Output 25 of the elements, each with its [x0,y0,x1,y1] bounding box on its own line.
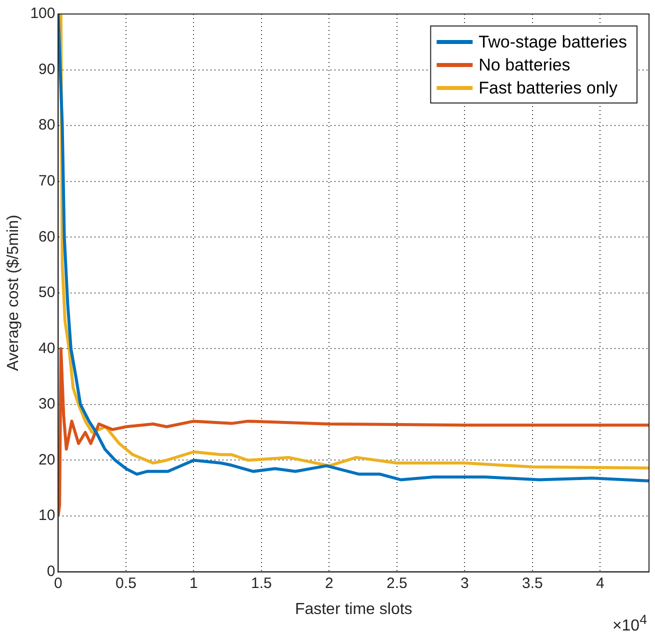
x-axis-title: Faster time slots [294,600,412,618]
y-tick-label: 20 [38,451,56,468]
legend-label: Two-stage batteries [478,32,628,52]
y-tick-label: 40 [38,340,56,357]
x-tick-label: 1 [190,574,198,592]
x-tick-label: 3 [460,574,469,592]
x-tick-label: 2.5 [386,574,408,592]
y-tick-label: 30 [38,396,56,413]
x-tick-label: 1.5 [251,574,272,592]
y-tick-label: 60 [38,228,56,246]
y-axis-title: Average cost ($/5min) [5,214,22,372]
x-tick-label: 2 [325,574,334,592]
y-tick-label: 10 [38,507,56,524]
legend-label: No batteries [478,56,570,75]
x-tick-label: 4 [596,574,604,592]
y-tick-label: 90 [38,60,56,78]
legend-label: Fast batteries only [478,78,618,98]
y-tick-label: 100 [30,5,56,22]
text: ×10$^{4}$ [612,612,647,635]
y-tick-label: 50 [38,284,56,302]
x-tick-label: 0.5 [116,574,136,592]
y-tick-label: 80 [38,116,56,134]
y-tick-label: 0 [46,562,56,580]
x-tick-label: 3.5 [522,574,543,592]
y-tick-label: 70 [38,172,56,190]
